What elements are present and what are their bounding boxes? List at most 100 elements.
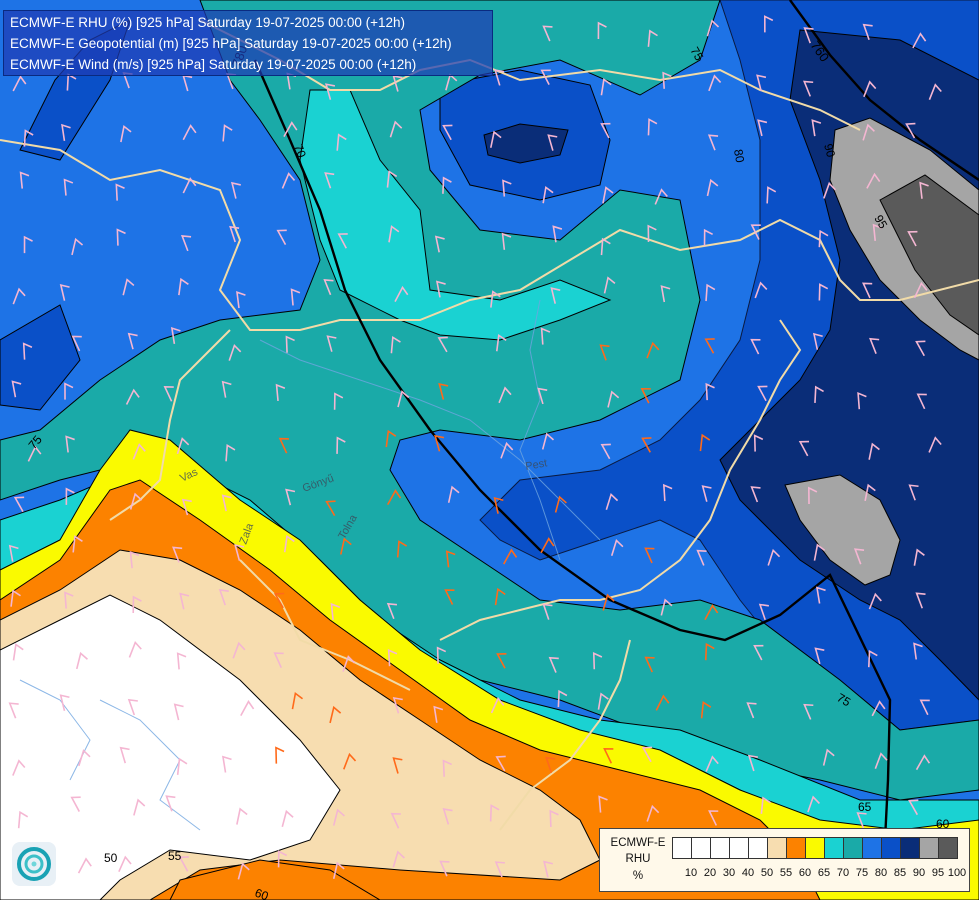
wind-barb: [444, 589, 455, 605]
wind-barb: [75, 651, 88, 670]
wind-barb: [115, 183, 125, 201]
legend-tick-label: 40: [741, 867, 755, 879]
wind-barb: [704, 338, 715, 354]
wind-barb: [655, 694, 670, 711]
wind-barb: [857, 391, 867, 410]
legend-tick-label: 50: [760, 867, 774, 879]
wind-barb: [120, 124, 132, 143]
wind-barb: [928, 83, 942, 100]
wind-barb: [172, 546, 183, 563]
wind-barb: [71, 335, 82, 352]
wind-barb: [389, 120, 403, 138]
wind-barb: [386, 602, 398, 620]
legend-tick-label: 70: [836, 867, 850, 879]
wind-barb: [442, 176, 452, 194]
legend-tick-label: 65: [817, 867, 831, 879]
legend-swatch: [710, 837, 730, 859]
wind-barb: [176, 437, 190, 455]
wind-barb: [907, 230, 918, 247]
wind-barb: [496, 653, 507, 669]
rhu-field-100: [879, 174, 979, 336]
wind-barb: [12, 759, 26, 776]
legend-swatch: [672, 837, 692, 859]
legend-tick-label: 80: [874, 867, 888, 879]
wind-barb: [494, 587, 506, 606]
wind-barb: [132, 443, 146, 460]
rhu-field-75: [0, 0, 979, 801]
wind-barb: [750, 224, 761, 240]
wind-barb: [336, 436, 346, 454]
wind-barb: [493, 496, 504, 514]
wind-barb: [236, 807, 248, 825]
legend-swatch: [748, 837, 768, 859]
wind-barb: [333, 392, 344, 410]
legend-tick-label: 55: [779, 867, 793, 879]
wind-barb: [919, 699, 930, 716]
wind-barb: [647, 224, 657, 242]
wind-barb: [23, 129, 34, 147]
title-rhu: ECMWF-E RHU (%) [925 hPa] Saturday 19-07…: [10, 15, 406, 30]
wind-barb: [866, 172, 881, 189]
wind-barb: [871, 700, 886, 717]
wind-barb: [330, 602, 341, 621]
wind-barb: [647, 29, 658, 47]
wind-barb: [64, 382, 74, 400]
wind-barb: [548, 656, 559, 673]
wind-barb: [758, 603, 769, 620]
wind-barb: [119, 746, 130, 764]
wind-barb: [178, 277, 189, 296]
wind-barb: [163, 386, 174, 402]
wind-barb: [767, 548, 781, 566]
wind-barb: [433, 705, 444, 723]
wind-barb: [928, 436, 942, 453]
wind-barb: [392, 75, 403, 92]
wind-barb: [696, 549, 707, 566]
wind-barb: [660, 598, 673, 616]
wind-barb: [11, 380, 22, 398]
wind-barb: [285, 488, 296, 506]
wind-barb: [332, 808, 345, 826]
wind-barb: [237, 862, 250, 880]
wind-barb: [662, 483, 673, 502]
wind-barb: [646, 804, 660, 822]
wind-barb: [65, 487, 75, 505]
wind-barb: [173, 703, 184, 721]
legend-title: ECMWF-E: [610, 837, 666, 849]
wind-barb: [818, 229, 829, 248]
rhu-label-90-a: 90: [821, 142, 838, 159]
rhu-field-50: [0, 594, 341, 900]
wind-barb: [10, 589, 21, 607]
wind-barb: [323, 279, 334, 296]
legend-swatches: [672, 837, 958, 859]
legend-tick-label: 90: [912, 867, 926, 879]
wind-barb: [603, 276, 616, 294]
wind-barb: [387, 648, 398, 667]
wind-barbs: [8, 15, 942, 880]
wind-barb: [63, 178, 74, 196]
legend-swatch: [862, 837, 882, 859]
rhu-label-60-a: 60: [936, 817, 950, 831]
wind-barb: [232, 641, 246, 659]
wind-barb: [812, 332, 823, 350]
wind-barb: [605, 492, 619, 510]
wind-barb: [913, 281, 928, 299]
wind-barb: [646, 341, 660, 359]
wind-barb: [549, 809, 559, 828]
wind-barb: [128, 641, 142, 658]
wind-barb: [127, 332, 138, 350]
wind-barb: [489, 130, 502, 148]
wind-barb: [864, 483, 876, 502]
wind-barb: [132, 595, 142, 613]
wind-barb: [600, 122, 611, 139]
wind-barb: [647, 118, 658, 136]
wind-barb: [180, 234, 192, 252]
rhu-label-95-a: 95: [871, 213, 890, 232]
wind-barb: [644, 547, 655, 564]
wind-barb: [868, 442, 880, 460]
legend-tick-label: 10: [684, 867, 698, 879]
wind-barb: [868, 592, 882, 610]
rhu-field-60-bottom: [169, 859, 381, 900]
wind-barb: [278, 437, 289, 454]
wind-barb: [129, 492, 143, 510]
wind-barb: [8, 702, 19, 719]
